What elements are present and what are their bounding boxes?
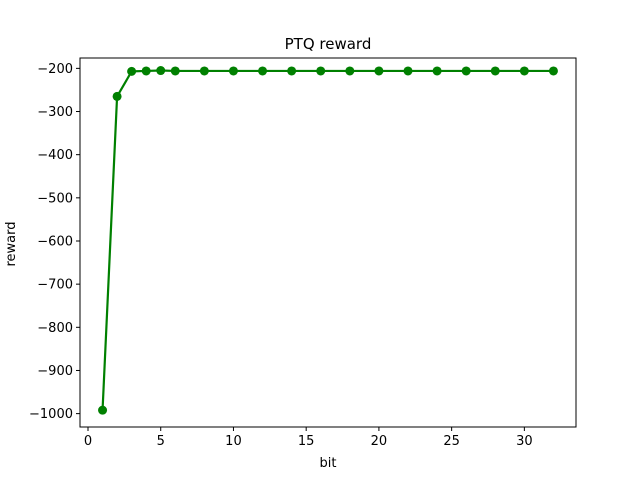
data-point: [403, 66, 413, 76]
y-tick-label: −1000: [29, 407, 73, 422]
y-tick-label: −200: [37, 62, 73, 77]
data-point: [98, 405, 108, 415]
x-tick-label: 25: [443, 434, 460, 449]
data-point: [519, 66, 529, 76]
data-point: [156, 66, 166, 76]
y-tick-label: −500: [37, 191, 73, 206]
data-point: [141, 66, 151, 76]
x-tick-label: 0: [84, 434, 92, 449]
data-point: [228, 66, 238, 76]
x-tick-label: 30: [516, 434, 533, 449]
plot-area: [79, 57, 577, 428]
y-tick-label: −700: [37, 278, 73, 293]
y-tick-label: −600: [37, 234, 73, 249]
x-axis-label: bit: [320, 456, 337, 471]
x-tick-label: 20: [371, 434, 388, 449]
data-point: [374, 66, 384, 76]
x-tick-label: 5: [157, 434, 165, 449]
axes-frame: [79, 57, 577, 428]
data-point: [461, 66, 471, 76]
data-point: [199, 66, 209, 76]
data-point: [548, 66, 558, 76]
data-point: [287, 66, 297, 76]
x-tick-label: 10: [225, 434, 242, 449]
data-point: [316, 66, 326, 76]
data-point: [170, 66, 180, 76]
x-axis: 0 5 10 15 20 25 30: [84, 427, 533, 449]
data-point: [345, 66, 355, 76]
y-axis-label: reward: [4, 221, 19, 266]
y-axis: −1000 −900 −800 −700 −600 −500 −400 −300 −200: [29, 62, 80, 422]
y-tick-label: −400: [37, 148, 73, 163]
data-point: [490, 66, 500, 76]
y-tick-label: −900: [37, 364, 73, 379]
y-tick-label: −800: [37, 321, 73, 336]
y-tick-label: −300: [37, 105, 73, 120]
series-line: [101, 69, 554, 411]
data-point: [258, 66, 268, 76]
chart-title: PTQ reward: [285, 35, 372, 53]
data-point: [127, 66, 137, 76]
data-point: [112, 91, 122, 101]
data-point: [432, 66, 442, 76]
x-tick-label: 15: [298, 434, 315, 449]
